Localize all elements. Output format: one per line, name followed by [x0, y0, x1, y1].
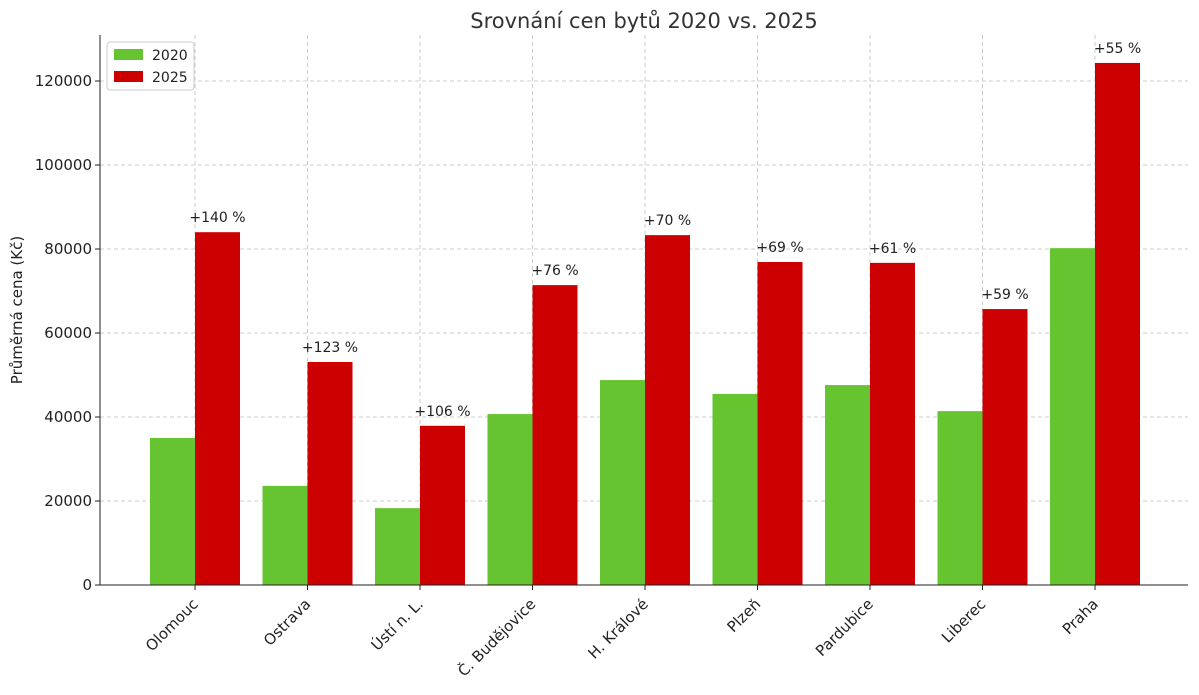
- x-tick-label: Praha: [1059, 595, 1102, 638]
- bar-2025-1: [307, 361, 353, 585]
- x-tick-label: Č. Budějovice: [453, 594, 539, 680]
- data-label: +61 %: [869, 241, 916, 257]
- data-label: +59 %: [981, 287, 1028, 303]
- bar-2020-7: [937, 411, 983, 585]
- y-tick-label: 80000: [44, 240, 92, 258]
- legend: 2020 2025: [106, 41, 195, 91]
- bar-2025-2: [420, 425, 465, 585]
- bar-2020-8: [1050, 248, 1095, 585]
- x-tick-label: H. Králové: [585, 595, 652, 662]
- x-tick-label: Pardubice: [812, 595, 877, 660]
- x-tick-label: Ostrava: [260, 595, 314, 649]
- data-label: +76 %: [531, 263, 578, 279]
- data-label: +55 %: [1094, 41, 1141, 57]
- bar-2025-8: [1095, 62, 1140, 585]
- y-tick-label: 60000: [44, 324, 92, 342]
- data-label: +69 %: [756, 240, 803, 256]
- data-label: +140 %: [189, 210, 245, 226]
- data-label: +106 %: [414, 404, 470, 420]
- bar-2025-0: [195, 232, 240, 585]
- chart-title: Srovnání cen bytů 2020 vs. 2025: [470, 9, 817, 33]
- y-tick-label: 0: [82, 576, 92, 594]
- bar-2020-2: [375, 508, 420, 585]
- bar-2025-3: [532, 285, 578, 585]
- y-tick-label: 100000: [35, 156, 92, 174]
- legend-swatch-2025: [114, 71, 143, 82]
- bar-2020-4: [600, 380, 645, 585]
- bar-2020-1: [262, 485, 308, 585]
- bar-2020-3: [487, 414, 533, 585]
- bar-2020-6: [825, 385, 870, 585]
- x-tick-label: Plzeň: [723, 595, 764, 636]
- x-tick-label: Olomouc: [142, 595, 202, 655]
- bar-2025-6: [870, 262, 915, 585]
- bar-2025-4: [645, 235, 690, 585]
- bar-2020-0: [150, 438, 195, 585]
- bars: +140 % +123 % +106 % +76 % +70 % +69 % +61 % +5…: [150, 41, 1141, 585]
- y-tick-label: 120000: [35, 72, 92, 90]
- bar-2025-5: [757, 262, 803, 585]
- x-tick-label: Liberec: [938, 595, 989, 646]
- legend-label: 2020: [152, 48, 188, 64]
- bar-2025-7: [982, 309, 1028, 585]
- data-label: +123 %: [302, 340, 358, 356]
- legend-swatch-2020: [114, 49, 143, 60]
- y-tick-label: 40000: [44, 408, 92, 426]
- legend-label: 2025: [152, 70, 188, 86]
- data-label: +70 %: [644, 213, 691, 229]
- y-axis-label: Průměrná cena (Kč): [8, 236, 26, 384]
- x-tick-label: Ústí n. L.: [367, 594, 427, 654]
- bar-2020-5: [712, 393, 758, 585]
- y-tick-label: 20000: [44, 492, 92, 510]
